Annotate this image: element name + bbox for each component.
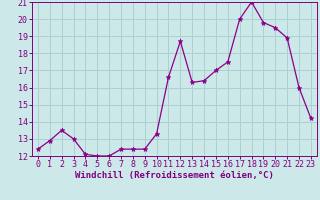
X-axis label: Windchill (Refroidissement éolien,°C): Windchill (Refroidissement éolien,°C): [75, 171, 274, 180]
